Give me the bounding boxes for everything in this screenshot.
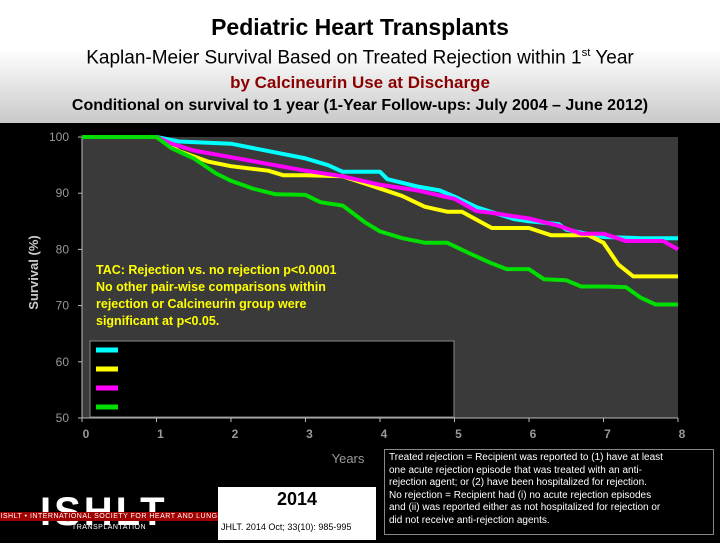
footnote-line: rejection agent; or (2) have been hospit… <box>389 477 647 488</box>
series-line-2 <box>82 135 678 279</box>
series-line-4 <box>82 135 678 307</box>
annotation-line: TAC: Rejection vs. no rejection p<0.0001 <box>96 263 337 277</box>
legend-box <box>89 340 455 418</box>
y-tick-label: 60 <box>56 355 70 369</box>
citation-text: JHLT. 2014 Oct; 33(10): 985-995 <box>221 522 352 532</box>
x-tick-label: 6 <box>530 427 537 441</box>
y-tick-label: 90 <box>56 186 70 200</box>
subtitle-conditional: Conditional on survival to 1 year (1-Yea… <box>71 97 649 114</box>
y-tick-label: 50 <box>56 411 70 425</box>
logo-tagline: ISHLT • INTERNATIONAL SOCIETY FOR HEART … <box>0 513 218 531</box>
citation-year: 2014 <box>276 489 318 509</box>
survival-chart: 50 60 70 80 90 100 0 1 2 3 4 5 6 7 8 Survival (%) Years T… <box>26 130 686 466</box>
annotation-line: significant at p<0.05. <box>96 314 219 328</box>
footnote-line: one acute rejection episode that was tre… <box>389 464 642 476</box>
x-tick-label: 1 <box>157 427 164 441</box>
series-line-3 <box>82 135 679 252</box>
x-tick-label: 7 <box>604 427 611 441</box>
y-tick-label: 70 <box>56 299 70 313</box>
x-axis-label: Years <box>332 451 365 466</box>
footnote: Treated rejection = Recipient was report… <box>384 449 714 535</box>
header: Pediatric Heart Transplants Kaplan-Meier… <box>0 0 720 123</box>
x-tick-label: 2 <box>232 427 239 441</box>
y-axis-label: Survival (%) <box>26 235 41 309</box>
annotation-line: No other pair-wise comparisons within <box>96 280 326 294</box>
footnote-line: Treated rejection = Recipient was report… <box>389 452 663 463</box>
subtitle: Kaplan-Meier Survival Based on Treated R… <box>86 47 634 69</box>
subtitle-calcineurin: by Calcineurin Use at Discharge <box>230 73 490 92</box>
x-tick-label: 3 <box>306 427 313 441</box>
page-title: Pediatric Heart Transplants <box>211 14 509 40</box>
logo-bar <box>0 512 218 521</box>
x-tick-label: 0 <box>83 427 90 441</box>
footnote-line: No rejection = Recipient had (i) no acut… <box>389 489 652 501</box>
footnote-line: and (ii) was reported either as not hosp… <box>389 502 661 513</box>
y-tick-label: 80 <box>56 242 70 256</box>
citation-box: 2014 JHLT. 2014 Oct; 33(10): 985-995 <box>218 487 376 540</box>
ishlt-logo: ISHLT ISHLT • INTERNATIONAL SOCIETY FOR … <box>0 490 218 540</box>
y-tick-label: 100 <box>49 130 69 144</box>
footnote-line: did not receive anti-rejection agents. <box>389 514 550 526</box>
x-tick-label: 4 <box>381 427 388 441</box>
annotation-line: rejection or Calcineurin group were <box>96 297 307 311</box>
x-tick-label: 5 <box>455 427 462 441</box>
x-tick-label: 8 <box>679 427 686 441</box>
